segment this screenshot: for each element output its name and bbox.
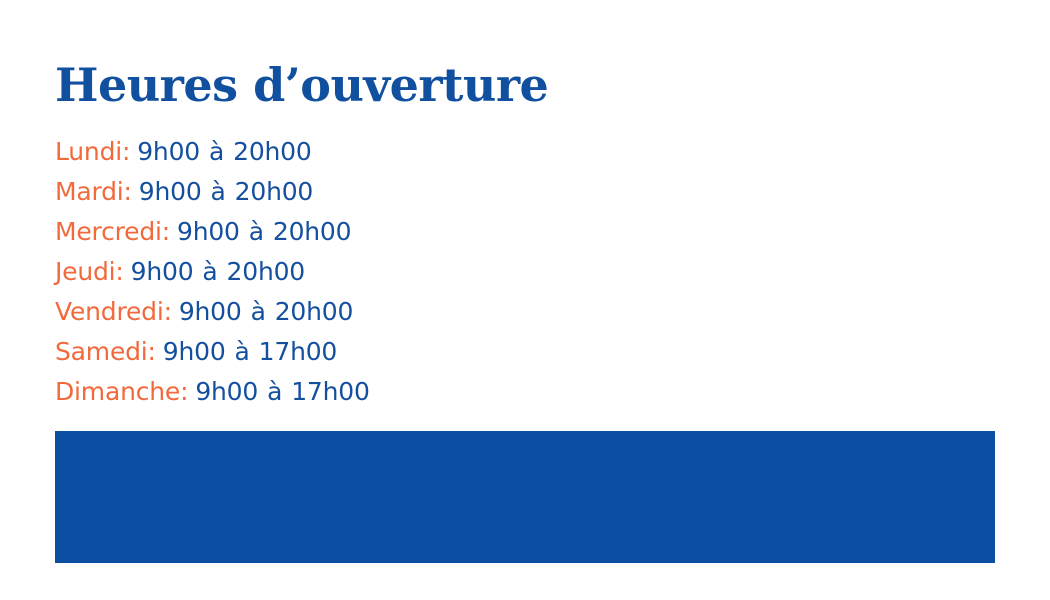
list-item: Samedi: 9h00 à 17h00 <box>55 332 855 372</box>
hours-value: 9h00 à 20h00 <box>176 217 352 246</box>
time-separator: à <box>267 377 283 406</box>
time-separator: à <box>248 217 264 246</box>
hours-value: 9h00 à 17h00 <box>195 377 370 406</box>
close-time: 20h00 <box>226 257 306 286</box>
day-label: Mardi: <box>55 177 132 206</box>
day-label: Jeudi: <box>55 257 124 286</box>
list-item: Vendredi: 9h00 à 20h00 <box>55 292 855 332</box>
open-time: 9h00 <box>137 137 200 166</box>
time-separator: à <box>202 257 218 286</box>
open-time: 9h00 <box>162 337 226 366</box>
close-time: 17h00 <box>258 337 338 366</box>
day-label: Vendredi: <box>55 297 172 326</box>
close-time: 20h00 <box>234 177 314 206</box>
list-item: Mercredi: 9h00 à 20h00 <box>55 212 855 252</box>
day-label: Dimanche: <box>55 377 189 406</box>
day-label: Mercredi: <box>55 217 170 246</box>
banner-block <box>55 431 995 563</box>
hours-value: 9h00 à 20h00 <box>130 257 306 286</box>
hours-value: 9h00 à 17h00 <box>162 337 338 366</box>
open-time: 9h00 <box>195 377 259 406</box>
time-separator: à <box>208 137 225 166</box>
hours-value: 9h00 à 20h00 <box>137 137 312 166</box>
close-time: 20h00 <box>274 297 354 326</box>
close-time: 20h00 <box>233 137 312 166</box>
hours-value: 9h00 à 20h00 <box>138 177 314 206</box>
close-time: 20h00 <box>272 217 352 246</box>
page-title: Heures d’ouverture <box>55 58 549 112</box>
close-time: 17h00 <box>291 377 370 406</box>
hours-value: 9h00 à 20h00 <box>178 297 354 326</box>
time-separator: à <box>234 337 250 366</box>
day-label: Samedi: <box>55 337 156 366</box>
opening-hours-list: Lundi: 9h00 à 20h00 Mardi: 9h00 à 20h00 Mercre… <box>55 132 855 412</box>
day-label: Lundi: <box>55 137 131 166</box>
list-item: Lundi: 9h00 à 20h00 <box>55 132 855 172</box>
time-separator: à <box>210 177 226 206</box>
open-time: 9h00 <box>130 257 194 286</box>
list-item: Mardi: 9h00 à 20h00 <box>55 172 855 212</box>
open-time: 9h00 <box>176 217 240 246</box>
open-time: 9h00 <box>178 297 242 326</box>
list-item: Dimanche: 9h00 à 17h00 <box>55 372 855 412</box>
time-separator: à <box>250 297 266 326</box>
open-time: 9h00 <box>138 177 202 206</box>
list-item: Jeudi: 9h00 à 20h00 <box>55 252 855 292</box>
